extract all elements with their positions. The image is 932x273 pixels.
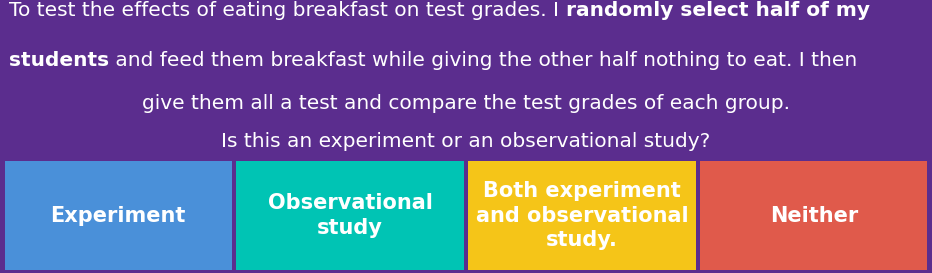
Text: Both experiment
and observational
study.: Both experiment and observational study. <box>475 181 688 250</box>
Text: randomly select half of my: randomly select half of my <box>566 1 870 20</box>
Text: and feed them breakfast while giving the other half nothing to eat. I then: and feed them breakfast while giving the… <box>109 51 857 70</box>
Text: Experiment: Experiment <box>50 206 186 226</box>
Text: give them all a test and compare the test grades of each group.: give them all a test and compare the tes… <box>142 94 790 113</box>
Text: Observational
study: Observational study <box>267 193 432 238</box>
FancyBboxPatch shape <box>237 161 463 270</box>
Text: To test the effects of eating breakfast on test grades. I: To test the effects of eating breakfast … <box>9 1 566 20</box>
FancyBboxPatch shape <box>700 161 927 270</box>
Text: students: students <box>9 51 109 70</box>
Text: Neither: Neither <box>770 206 857 226</box>
FancyBboxPatch shape <box>5 161 232 270</box>
Text: Is this an experiment or an observational study?: Is this an experiment or an observationa… <box>222 132 710 152</box>
FancyBboxPatch shape <box>468 161 695 270</box>
